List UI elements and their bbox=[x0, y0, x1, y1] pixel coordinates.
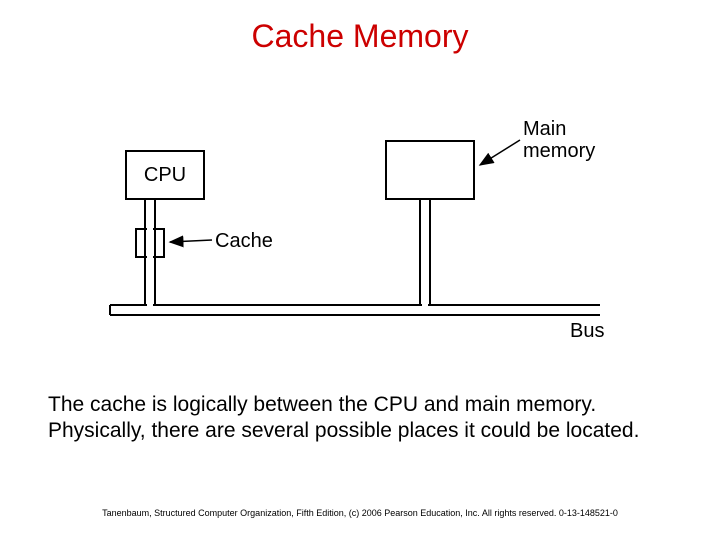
main-memory-label-line2: memory bbox=[523, 140, 595, 162]
caption-text: The cache is logically between the CPU a… bbox=[48, 392, 672, 445]
cache-box bbox=[135, 228, 165, 258]
cache-label: Cache bbox=[215, 230, 273, 253]
cpu-box: CPU bbox=[125, 150, 205, 200]
main-memory-box bbox=[385, 140, 475, 200]
main-memory-label: Main memory bbox=[523, 118, 595, 162]
page-title: Cache Memory bbox=[0, 18, 720, 55]
cpu-label: CPU bbox=[144, 164, 186, 187]
bus-label: Bus bbox=[570, 320, 604, 343]
footer-citation: Tanenbaum, Structured Computer Organizat… bbox=[0, 508, 720, 518]
cache-diagram: CPU Main memory Cache Bus bbox=[100, 110, 620, 350]
main-memory-label-line1: Main bbox=[523, 118, 566, 140]
